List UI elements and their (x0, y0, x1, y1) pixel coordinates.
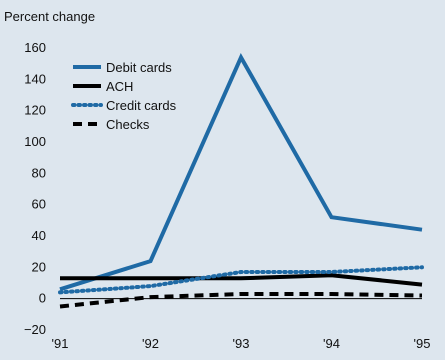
y-axis-title: Percent change (4, 9, 95, 24)
y-tick-label: 20 (32, 259, 46, 274)
series-line-ach (60, 273, 423, 287)
legend-label: Credit cards (106, 98, 177, 113)
x-tick-label: '93 (233, 336, 250, 351)
y-tick-label: 0 (39, 291, 46, 306)
series-line-credit-cards (58, 265, 424, 295)
series-line-debit-cards (59, 52, 423, 292)
y-tick-label: 120 (24, 103, 46, 118)
y-tick-label: 100 (24, 134, 46, 149)
y-tick-label: 160 (24, 40, 46, 55)
y-tick-label: 60 (32, 197, 46, 212)
legend-label: Debit cards (106, 60, 172, 75)
legend-label: Checks (106, 117, 150, 132)
x-tick-label: '92 (142, 336, 159, 351)
x-tick-label: '95 (414, 336, 431, 351)
x-tick-label: '94 (323, 336, 340, 351)
y-tick-label: 140 (24, 71, 46, 86)
y-tick-label: −20 (24, 322, 46, 337)
legend-label: ACH (106, 79, 133, 94)
y-tick-label: 80 (32, 165, 46, 180)
x-tick-label: '91 (52, 336, 69, 351)
series-line-checks (59, 292, 423, 309)
y-tick-label: 40 (32, 228, 46, 243)
